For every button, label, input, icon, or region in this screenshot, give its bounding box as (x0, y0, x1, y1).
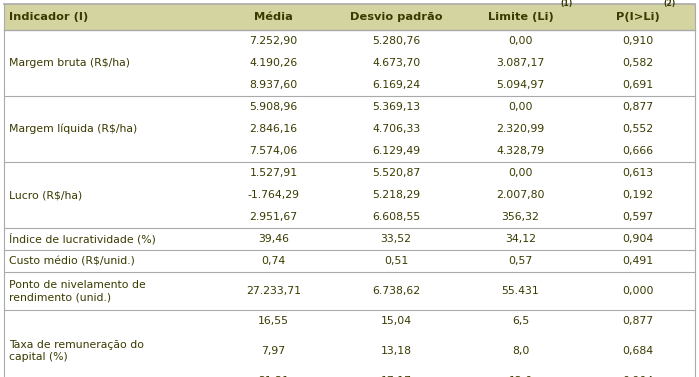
Text: 0,57: 0,57 (508, 256, 533, 266)
Bar (4, 310, 695, 332)
Bar (4, 140, 695, 162)
Text: Lucro (R$/ha): Lucro (R$/ha) (9, 190, 82, 200)
Text: 2.951,67: 2.951,67 (250, 212, 298, 222)
Text: 0,684: 0,684 (622, 346, 654, 356)
Text: Índice de lucratividade (%): Índice de lucratividade (%) (9, 233, 156, 245)
Text: Média: Média (254, 12, 293, 22)
Text: 4.673,70: 4.673,70 (372, 58, 420, 68)
Text: 2.846,16: 2.846,16 (250, 124, 298, 134)
Text: -1.764,29: -1.764,29 (247, 190, 299, 200)
Bar (4, 74, 695, 96)
Text: 7.574,06: 7.574,06 (250, 146, 298, 156)
Text: Ponto de nivelamento de
rendimento (unid.): Ponto de nivelamento de rendimento (unid… (9, 280, 146, 302)
Text: P(I>Li): P(I>Li) (616, 12, 660, 22)
Text: 0,192: 0,192 (622, 190, 654, 200)
Text: Taxa de remuneração do
capital (%): Taxa de remuneração do capital (%) (9, 340, 144, 362)
Text: 8.937,60: 8.937,60 (250, 80, 298, 90)
Text: Indicador (I): Indicador (I) (9, 12, 88, 22)
Text: 0,877: 0,877 (622, 316, 654, 326)
Text: Custo médio (R$/unid.): Custo médio (R$/unid.) (9, 256, 135, 266)
Text: 5.908,96: 5.908,96 (250, 102, 298, 112)
Text: 0,904: 0,904 (622, 376, 654, 377)
Text: 17,17: 17,17 (381, 376, 412, 377)
Bar (4, 370, 695, 377)
Bar (4, 118, 695, 140)
Text: 7.252,90: 7.252,90 (250, 36, 298, 46)
Text: 21,21: 21,21 (258, 376, 289, 377)
Text: 3.087,17: 3.087,17 (496, 58, 545, 68)
Text: 15,04: 15,04 (380, 316, 412, 326)
Text: 0,00: 0,00 (508, 102, 533, 112)
Text: 7,97: 7,97 (261, 346, 286, 356)
Text: 4.328,79: 4.328,79 (496, 146, 545, 156)
Text: 0,00: 0,00 (508, 36, 533, 46)
Text: 55.431: 55.431 (502, 286, 540, 296)
Text: 0,613: 0,613 (622, 168, 654, 178)
Text: 0,666: 0,666 (622, 146, 654, 156)
Bar (4, 96, 695, 118)
Text: 5.520,87: 5.520,87 (372, 168, 420, 178)
Text: 0,552: 0,552 (622, 124, 654, 134)
Text: 4.190,26: 4.190,26 (250, 58, 298, 68)
Text: 0,582: 0,582 (622, 58, 654, 68)
Text: 27.233,71: 27.233,71 (246, 286, 301, 296)
Text: 0,51: 0,51 (384, 256, 408, 266)
Bar (4, 250, 695, 272)
Bar (4, 4, 695, 30)
Text: Limite (Li): Limite (Li) (488, 12, 554, 22)
Text: Margem bruta (R$/ha): Margem bruta (R$/ha) (9, 58, 130, 68)
Text: 0,904: 0,904 (622, 234, 654, 244)
Text: 0,910: 0,910 (622, 36, 654, 46)
Text: 39,46: 39,46 (258, 234, 289, 244)
Bar (4, 30, 695, 52)
Text: 6.608,55: 6.608,55 (372, 212, 420, 222)
Text: (2): (2) (663, 0, 676, 8)
Text: 0,00: 0,00 (508, 168, 533, 178)
Text: 5.369,13: 5.369,13 (372, 102, 420, 112)
Text: 8,0: 8,0 (512, 346, 529, 356)
Text: 6.129,49: 6.129,49 (372, 146, 420, 156)
Text: 0,597: 0,597 (622, 212, 654, 222)
Text: 6,5: 6,5 (512, 316, 529, 326)
Text: 0,000: 0,000 (622, 286, 654, 296)
Text: 2.320,99: 2.320,99 (496, 124, 545, 134)
Text: 356,32: 356,32 (502, 212, 540, 222)
Text: 6.169,24: 6.169,24 (372, 80, 420, 90)
Text: Desvio padrão: Desvio padrão (350, 12, 442, 22)
Text: 0,491: 0,491 (622, 256, 654, 266)
Text: Margem líquida (R$/ha): Margem líquida (R$/ha) (9, 124, 137, 134)
Text: 5.280,76: 5.280,76 (372, 36, 420, 46)
Bar (4, 206, 695, 228)
Text: 4.706,33: 4.706,33 (372, 124, 420, 134)
Text: 2.007,80: 2.007,80 (496, 190, 545, 200)
Bar (4, 184, 695, 206)
Bar (4, 272, 695, 310)
Text: 5.218,29: 5.218,29 (372, 190, 420, 200)
Bar (4, 52, 695, 74)
Text: 0,74: 0,74 (261, 256, 286, 266)
Text: (1): (1) (561, 0, 572, 8)
Bar (4, 162, 695, 184)
Bar (4, 332, 695, 370)
Text: 12,0: 12,0 (508, 376, 533, 377)
Text: 33,52: 33,52 (381, 234, 412, 244)
Text: 0,691: 0,691 (622, 80, 654, 90)
Text: 1.527,91: 1.527,91 (250, 168, 298, 178)
Text: 5.094,97: 5.094,97 (496, 80, 545, 90)
Text: 34,12: 34,12 (505, 234, 536, 244)
Text: 0,877: 0,877 (622, 102, 654, 112)
Bar (4, 228, 695, 250)
Text: 16,55: 16,55 (258, 316, 289, 326)
Text: 13,18: 13,18 (381, 346, 412, 356)
Text: 6.738,62: 6.738,62 (372, 286, 420, 296)
